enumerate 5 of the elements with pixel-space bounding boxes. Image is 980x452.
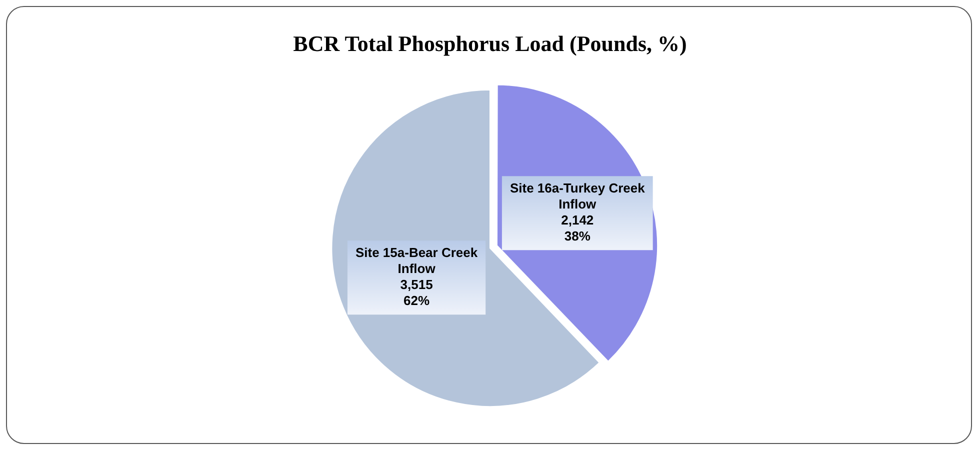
data-label: 3,515 62% <box>400 277 433 308</box>
data-label: 2,142 38% <box>561 212 594 244</box>
slice-label: Site 16a-Turkey Creek Inflow <box>510 180 646 212</box>
chart-title: BCR Total Phosphorus Load (Pounds, %) <box>293 30 687 56</box>
slice-label: Site 15a-Bear Creek Inflow <box>355 245 478 276</box>
